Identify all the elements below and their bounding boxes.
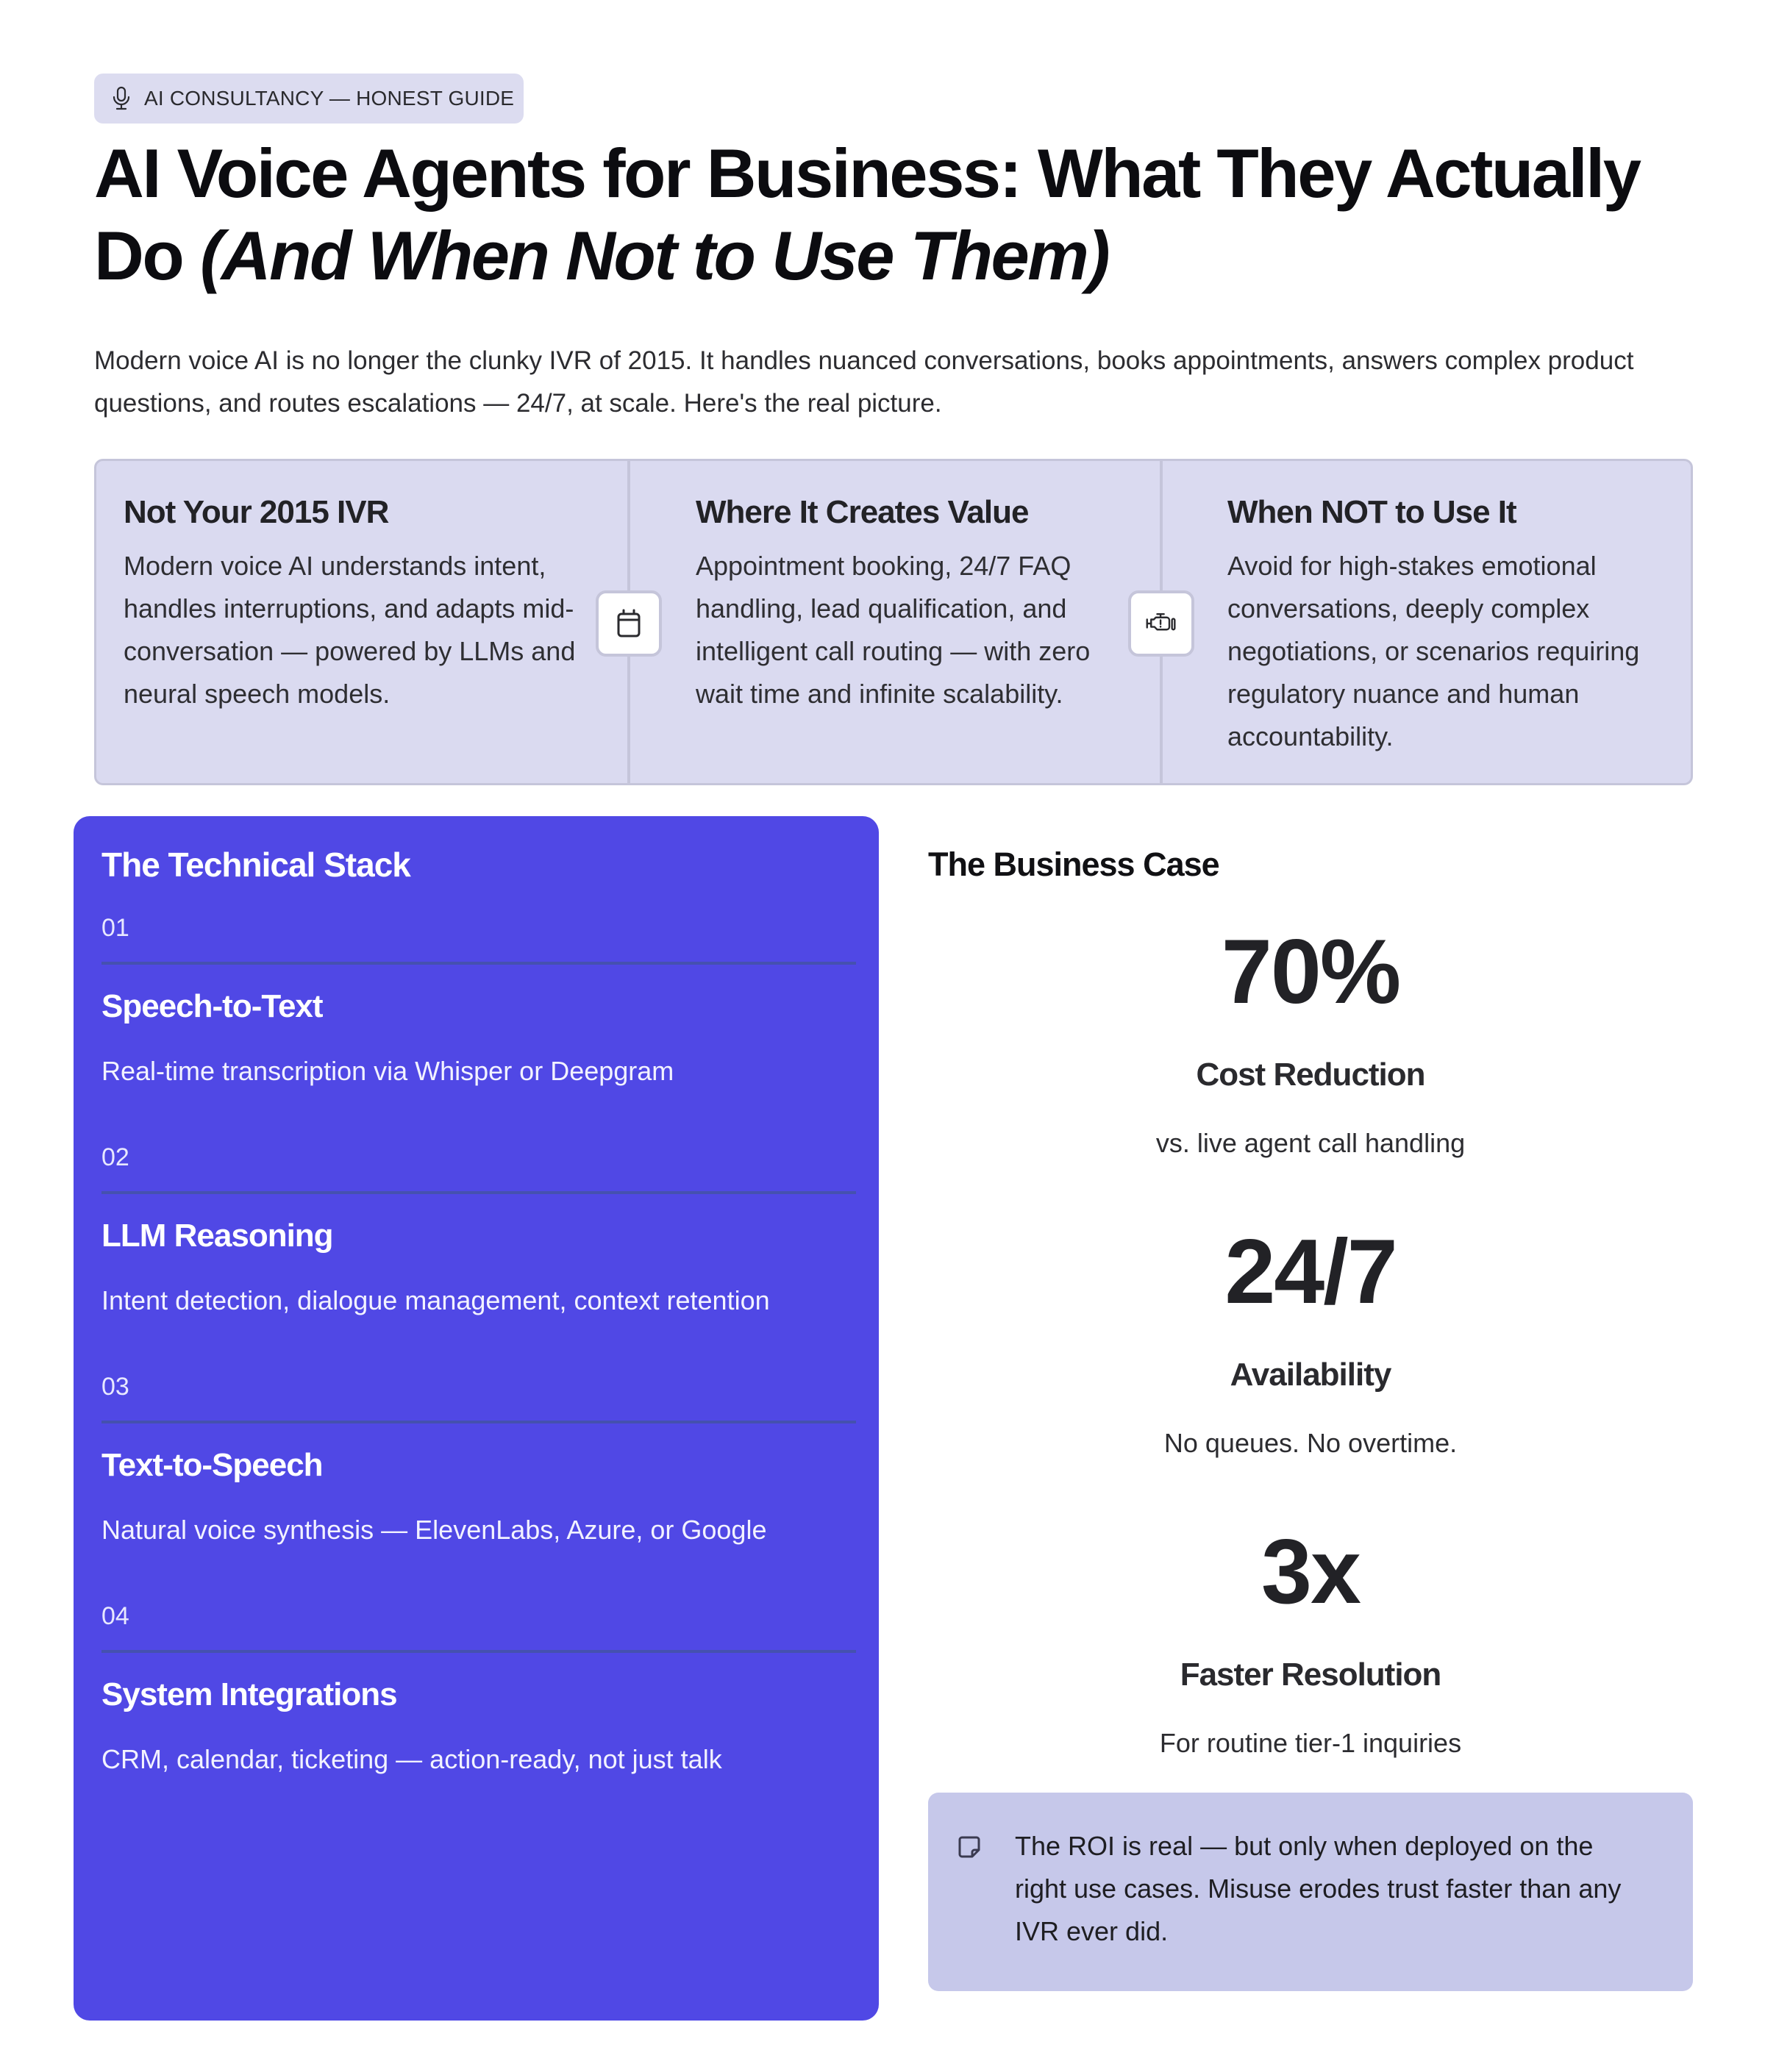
business-case-title: The Business Case bbox=[928, 846, 1220, 883]
stat-value: 3x bbox=[1261, 1521, 1361, 1623]
card-title: When NOT to Use It bbox=[1227, 494, 1517, 530]
step-number: 02 bbox=[101, 1143, 129, 1171]
stat-label: Faster Resolution bbox=[1180, 1657, 1442, 1693]
engine-warning-icon bbox=[1146, 612, 1176, 631]
callout-text: The ROI is real — but only when deployed… bbox=[1015, 1831, 1622, 1946]
roi-callout: The ROI is real — but only when deployed… bbox=[928, 1793, 1693, 1991]
intro-paragraph: Modern voice AI is no longer the clunky … bbox=[94, 346, 1634, 418]
calendar-icon-box bbox=[596, 590, 662, 657]
technical-stack-title: The Technical Stack bbox=[101, 846, 411, 884]
card-when-not: When NOT to Use It Avoid for high-stakes… bbox=[1227, 461, 1683, 783]
title-italic: (And When Not to Use Them) bbox=[199, 217, 1110, 294]
step-title: Text-to-Speech bbox=[101, 1447, 324, 1483]
step-divider bbox=[101, 1421, 856, 1423]
feature-cards: Not Your 2015 IVR Modern voice AI unders… bbox=[94, 459, 1693, 785]
card-body: Avoid for high-stakes emotional conversa… bbox=[1227, 551, 1640, 751]
technical-stack-panel: The Technical Stack 01 Speech-to-Text Re… bbox=[74, 816, 879, 2021]
step-title: Speech-to-Text bbox=[101, 988, 324, 1024]
step-divider bbox=[101, 1650, 856, 1653]
stack-step: 01 Speech-to-Text Real-time transcriptio… bbox=[101, 912, 856, 1090]
title-main: AI Voice Agents for Business: What They … bbox=[94, 135, 1641, 294]
calendar-icon bbox=[617, 609, 641, 637]
stack-step: 02 LLM Reasoning Intent detection, dialo… bbox=[101, 1141, 856, 1319]
step-title: System Integrations bbox=[101, 1676, 398, 1712]
stat-faster-resolution: 3x Faster Resolution For routine tier-1 … bbox=[928, 1521, 1693, 1762]
stack-step: 04 System Integrations CRM, calendar, ti… bbox=[101, 1600, 856, 1778]
microphone-icon bbox=[113, 86, 130, 110]
category-badge: AI CONSULTANCY — HONEST GUIDE bbox=[94, 74, 524, 124]
page-title: AI Voice Agents for Business: What They … bbox=[94, 132, 1712, 297]
card-where-value: Where It Creates Value Appointment booki… bbox=[696, 461, 1137, 783]
card-title: Where It Creates Value bbox=[696, 494, 1029, 530]
stack-step: 03 Text-to-Speech Natural voice synthesi… bbox=[101, 1371, 856, 1548]
stat-label: Availability bbox=[1230, 1357, 1392, 1393]
step-title: LLM Reasoning bbox=[101, 1218, 334, 1254]
card-body: Appointment booking, 24/7 FAQ handling, … bbox=[696, 551, 1091, 709]
step-description: Intent detection, dialogue management, c… bbox=[101, 1285, 770, 1315]
step-number: 04 bbox=[101, 1602, 129, 1630]
step-description: CRM, calendar, ticketing — action-ready,… bbox=[101, 1744, 722, 1774]
engine-warning-icon-box bbox=[1128, 590, 1194, 657]
card-body: Modern voice AI understands intent, hand… bbox=[124, 551, 576, 709]
step-number: 01 bbox=[101, 914, 129, 942]
sticky-note-icon bbox=[958, 1836, 980, 1858]
badge-label: AI CONSULTANCY — HONEST GUIDE bbox=[144, 87, 515, 110]
card-not-your-ivr: Not Your 2015 IVR Modern voice AI unders… bbox=[124, 461, 594, 783]
card-title: Not Your 2015 IVR bbox=[124, 494, 389, 530]
stat-label: Cost Reduction bbox=[1196, 1057, 1425, 1093]
stat-value: 70% bbox=[1221, 921, 1401, 1023]
stat-subtext: No queues. No overtime. bbox=[1163, 1428, 1458, 1458]
step-description: Natural voice synthesis — ElevenLabs, Az… bbox=[101, 1515, 767, 1545]
stat-cost-reduction: 70% Cost Reduction vs. live agent call h… bbox=[928, 921, 1693, 1162]
step-divider bbox=[101, 1191, 856, 1194]
step-number: 03 bbox=[101, 1373, 129, 1401]
step-description: Real-time transcription via Whisper or D… bbox=[101, 1056, 674, 1086]
step-divider bbox=[101, 962, 856, 965]
stat-availability: 24/7 Availability No queues. No overtime… bbox=[928, 1221, 1693, 1462]
stat-subtext: vs. live agent call handling bbox=[1155, 1128, 1466, 1158]
stat-value: 24/7 bbox=[1224, 1221, 1397, 1323]
stat-subtext: For routine tier-1 inquiries bbox=[1159, 1728, 1462, 1758]
